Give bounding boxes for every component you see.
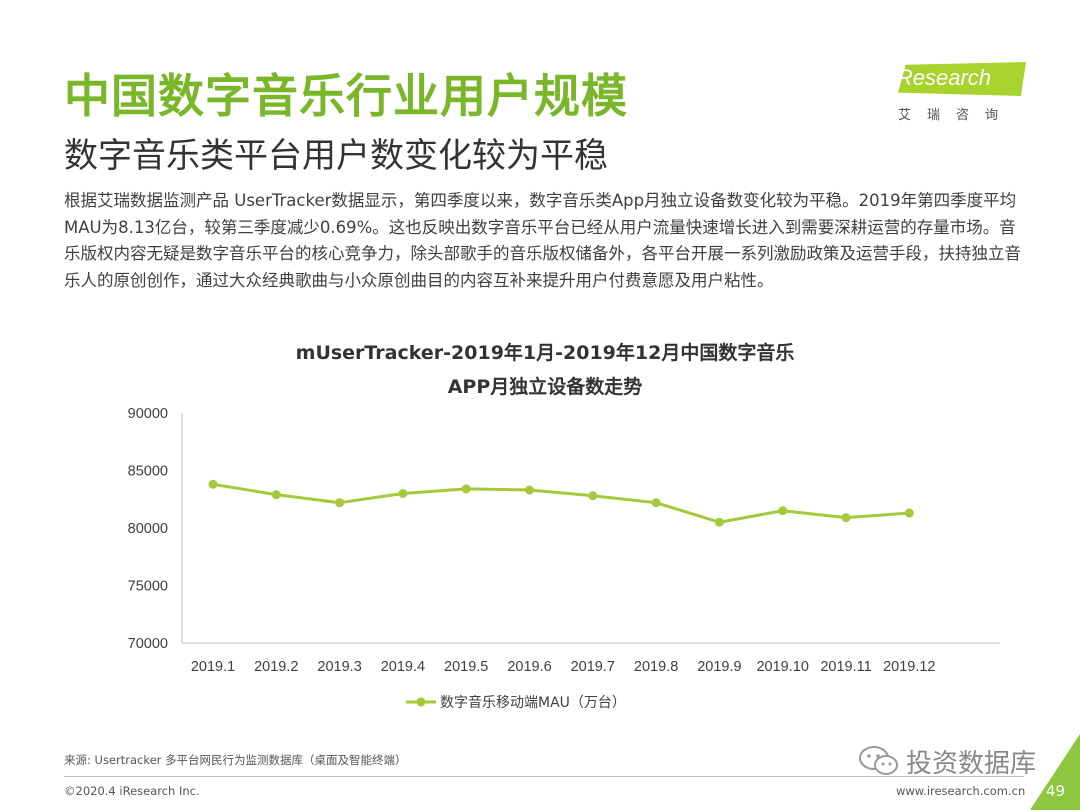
data-point <box>714 517 724 527</box>
data-point <box>525 485 534 495</box>
chart-title-line2: APP月独立设备数走势 <box>447 376 643 398</box>
footer-divider <box>64 776 1024 777</box>
data-point <box>778 506 788 516</box>
x-tick-label: 2019.10 <box>756 659 808 675</box>
y-tick-label: 75000 <box>128 579 168 595</box>
wechat-icon <box>859 746 898 775</box>
y-tick-label: 90000 <box>128 406 168 422</box>
x-tick-label: 2019.8 <box>634 659 678 675</box>
y-tick-label: 70000 <box>128 636 168 652</box>
x-tick-label: 2019.7 <box>571 659 615 675</box>
chart-title-line1: mUserTracker-2019年1月-2019年12月中国数字音乐 <box>295 342 795 364</box>
data-point <box>904 508 914 518</box>
website-link[interactable]: www.iresearch.com.cn <box>896 784 1026 798</box>
legend-label: 数字音乐移动端MAU（万台） <box>440 694 626 711</box>
y-tick-label: 80000 <box>128 521 168 537</box>
logo-shape <box>898 62 1026 96</box>
x-tick-label: 2019.1 <box>191 659 235 675</box>
intro-paragraph: 根据艾瑞数据监测产品 UserTracker数据显示，第四季度以来，数字音乐类A… <box>64 191 1021 290</box>
data-point <box>335 498 345 508</box>
data-point <box>651 498 661 508</box>
x-tick-label: 2019.3 <box>317 659 361 675</box>
iresearch-logo: iResearch 艾瑞咨询 <box>890 58 1040 128</box>
watermark-text: 投资数据库 <box>906 748 1037 779</box>
data-point <box>588 491 598 501</box>
source-note: 来源: Usertracker 多平台网民行为监测数据库（桌面及智能终端） <box>64 753 407 767</box>
logo-brand: iResearch <box>892 65 992 90</box>
x-tick-label: 2019.4 <box>381 659 425 675</box>
watermark: 投资数据库 <box>858 744 1037 779</box>
x-tick-label: 2019.5 <box>444 659 488 675</box>
y-tick-label: 85000 <box>128 464 168 480</box>
line-chart: 70000 75000 80000 85000 90000 2019.1 2019.2 201… <box>128 406 1000 711</box>
x-tick-label: 2019.6 <box>507 659 551 675</box>
series-line <box>212 482 910 524</box>
data-point <box>208 479 218 489</box>
data-point <box>461 484 471 494</box>
data-point <box>271 490 281 500</box>
data-point <box>398 489 408 498</box>
x-tick-label: 2019.12 <box>883 659 935 675</box>
page-number: 49 <box>1046 782 1066 800</box>
copyright: ©2020.4 iResearch Inc. <box>64 784 200 798</box>
x-tick-label: 2019.9 <box>697 659 741 675</box>
data-point <box>841 513 851 523</box>
page-title: 中国数字音乐行业用户规模 <box>64 69 628 123</box>
page-subtitle: 数字音乐类平台用户数变化较为平稳 <box>64 136 608 176</box>
logo-subtitle: 艾瑞咨询 <box>898 108 1015 123</box>
x-tick-label: 2019.2 <box>254 659 298 675</box>
x-tick-label: 2019.11 <box>820 659 871 675</box>
legend-marker <box>416 697 426 707</box>
